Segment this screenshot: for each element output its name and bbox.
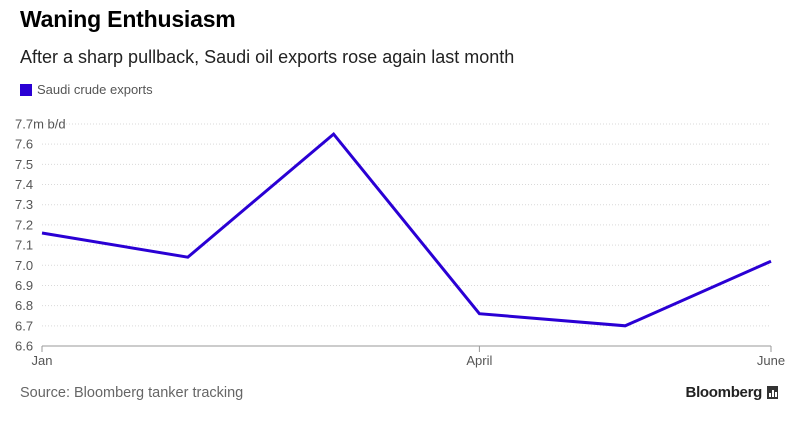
y-tick-label: 7.0 xyxy=(15,258,33,273)
legend: Saudi crude exports xyxy=(20,82,153,97)
legend-label: Saudi crude exports xyxy=(37,82,153,97)
x-axis: Jan April June xyxy=(32,346,785,368)
x-tick-label: June xyxy=(757,353,785,368)
y-tick-label: 6.9 xyxy=(15,278,33,293)
y-tick-label: 6.6 xyxy=(15,339,33,354)
grid-layer xyxy=(42,123,771,347)
brand-logo: Bloomberg xyxy=(685,384,763,401)
series-layer xyxy=(41,131,772,328)
y-tick-label: 6.8 xyxy=(15,298,33,313)
y-tick-label: 7.5 xyxy=(15,157,33,172)
legend-swatch xyxy=(20,83,32,96)
y-tick-label: 7.2 xyxy=(15,217,33,232)
y-tick-label: 7.3 xyxy=(15,197,33,212)
chart-subtitle: After a sharp pullback, Saudi oil export… xyxy=(20,47,515,67)
y-tick-label: 7.4 xyxy=(15,177,33,192)
chart-icon xyxy=(767,386,778,399)
y-tick-label: 7.6 xyxy=(15,137,33,152)
y-axis: 7.7m b/d 7.6 7.5 7.4 7.3 7.2 7.1 7.0 6.9 6.8 6.7 6.… xyxy=(15,117,66,354)
y-tick-label: 7.7m b/d xyxy=(15,117,66,132)
y-tick-label: 7.1 xyxy=(15,238,33,253)
x-tick-label: April xyxy=(466,353,492,368)
x-tick-label: Jan xyxy=(32,353,53,368)
series-line-saudi-crude-exports xyxy=(41,131,772,328)
y-tick-label: 6.7 xyxy=(15,318,33,333)
chart-title: Waning Enthusiasm xyxy=(20,6,236,32)
source-note: Source: Bloomberg tanker tracking xyxy=(20,385,244,401)
brand: Bloomberg xyxy=(686,384,778,401)
